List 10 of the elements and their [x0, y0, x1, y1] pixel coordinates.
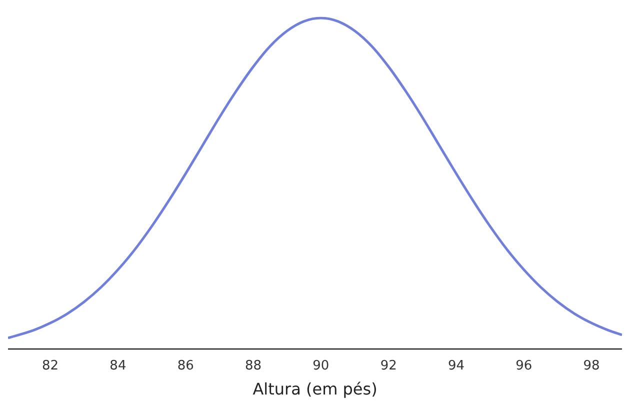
x-axis-title: Altura (em pés) — [252, 380, 378, 399]
x-tick-label: 88 — [244, 358, 262, 374]
x-tick-label: 96 — [516, 358, 532, 374]
x-tick-label: 98 — [583, 358, 600, 374]
x-tick-label: 92 — [380, 358, 397, 374]
x-tick-label: 84 — [110, 358, 126, 374]
x-tick-label: 90 — [312, 358, 330, 374]
x-tick-label: 82 — [42, 358, 59, 374]
x-tick-label: 86 — [177, 358, 194, 374]
x-tick-label: 94 — [448, 358, 465, 374]
